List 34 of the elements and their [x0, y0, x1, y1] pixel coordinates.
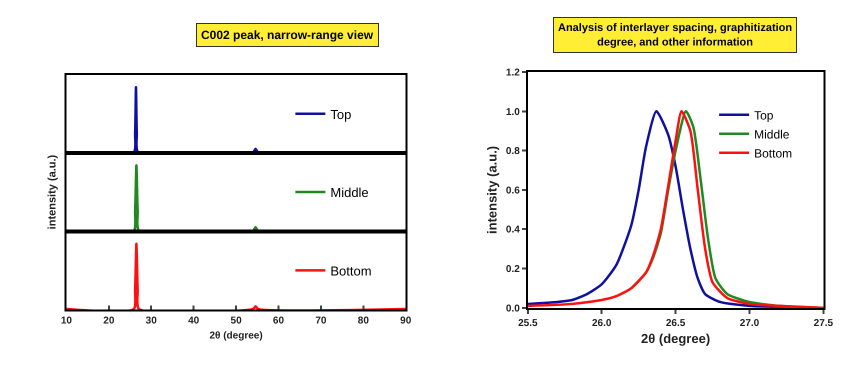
y-tick-label: 1.0: [506, 106, 520, 118]
legend-label: Bottom: [330, 263, 372, 278]
legend-label: Middle: [754, 127, 790, 142]
x-tick-label: 26.0: [592, 318, 612, 329]
legend-label: Top: [754, 108, 774, 122]
y-tick-label: 0.4: [506, 224, 520, 236]
x-tick-label: 20: [103, 316, 115, 327]
y-tick-label: 0.2: [506, 264, 520, 276]
x-axis-title: 2θ (degree): [641, 330, 710, 346]
x-axis-title: 2θ (degree): [209, 330, 263, 342]
x-tick-label: 90: [400, 316, 412, 327]
y-axis-title: intensity (a.u.): [484, 146, 500, 234]
y-tick-label: 0.0: [506, 303, 520, 314]
x-tick-label: 10: [60, 316, 72, 327]
y-axis-title: intensity (a.u.): [46, 154, 59, 230]
legend-label: Middle: [330, 185, 369, 200]
x-tick-label: 70: [315, 316, 327, 327]
x-tick-label: 26.5: [666, 318, 686, 329]
legend-label: Bottom: [754, 146, 792, 160]
x-tick-label: 30: [146, 316, 158, 327]
line-series: [528, 110, 824, 308]
x-tick-label: 60: [272, 316, 284, 327]
x-tick-label: 27.5: [814, 318, 834, 329]
x-tick-label: 40: [188, 316, 200, 327]
y-tick-label: 0.6: [506, 185, 520, 196]
x-tick-label: 80: [358, 316, 370, 327]
text: C002 peak, narrow-range view: [201, 28, 374, 42]
legend-label: Top: [330, 106, 352, 122]
x-tick-label: 25.5: [518, 318, 538, 329]
text: Analysis of interlayer spacing, graphitization degree, and other information: [558, 22, 792, 48]
x-tick-label: 27.0: [740, 318, 760, 329]
x-tick-label: 50: [230, 316, 242, 327]
y-tick-label: 0.8: [506, 146, 520, 158]
y-tick-label: 1.2: [506, 67, 520, 78]
